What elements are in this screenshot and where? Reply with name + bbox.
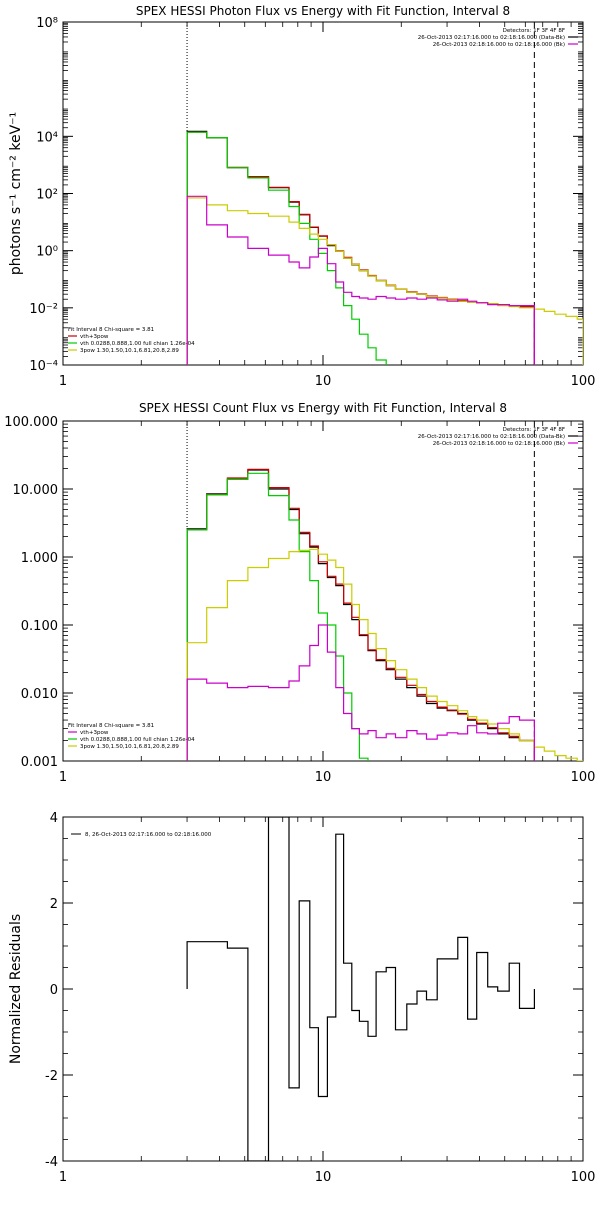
fit-legend-header: Fit Interval 8 Chi-square = 3.81 [68, 723, 154, 729]
chart-title: SPEX HESSI Count Flux vs Energy with Fit… [139, 401, 507, 415]
x-tick-label: 10 [315, 1170, 332, 1185]
y-tick-label: 10² [36, 188, 58, 203]
y-tick-label: 10⁻² [29, 302, 58, 317]
y-tick-label: 10⁴ [36, 130, 58, 145]
y-tick-label: 10.000 [13, 483, 59, 498]
x-tick-label: 1 [59, 770, 67, 785]
fit-legend-line-1: vth 0.0288,0.888,1.00 full chian 1.26e-0… [80, 737, 195, 743]
legend-line-2: 26-Oct-2013 02:18:16.000 to 02:18:16.000… [433, 441, 565, 447]
fit-legend-line-0: vth+3pow [80, 334, 109, 340]
series-residuals [186, 817, 535, 1161]
y-tick-label: 2 [50, 897, 58, 912]
y-tick-label: 4 [50, 811, 58, 826]
fit-legend-header: Fit Interval 8 Chi-square = 3.81 [68, 327, 154, 333]
y-axis-label: Normalized Residuals [8, 914, 24, 1064]
y-tick-label: 1.000 [21, 551, 58, 566]
series-vth-3pow [186, 131, 535, 365]
y-tick-label: 0.100 [21, 619, 58, 634]
series-3pow [186, 548, 583, 761]
y-tick-label: -2 [45, 1069, 58, 1084]
x-tick-label: 10 [315, 374, 332, 389]
series-3pow [186, 197, 583, 365]
series-vth-3pow [186, 468, 535, 761]
legend-line-1: 26-Oct-2013 02:17:16.000 to 02:18:16.000… [418, 434, 565, 440]
chart-resid: 1 10 100 -4 -2 0 2 4 Normalized Residuals 8, 26-O… [8, 811, 595, 1185]
y-tick-label: -4 [45, 1155, 58, 1170]
legend-line-1: 26-Oct-2013 02:17:16.000 to 02:18:16.000… [418, 35, 565, 41]
chart-title: SPEX HESSI Photon Flux vs Energy with Fi… [136, 4, 510, 18]
legend-interval-label: 8, 26-Oct-2013 02:17:16.000 to 02:18:16.… [85, 832, 212, 838]
series-data [186, 469, 535, 761]
series-background [186, 195, 535, 365]
y-tick-label: 10⁻⁴ [29, 359, 58, 374]
x-tick-label: 100 [571, 770, 596, 785]
legend-line-2: 26-Oct-2013 02:18:16.000 to 02:18:16.000… [433, 42, 565, 48]
y-tick-label: 0.001 [21, 755, 58, 770]
x-tick-label: 1 [59, 1170, 67, 1185]
series-vth [186, 131, 387, 365]
fit-legend-line-2: 3pow 1.30,1.50,10.1,6.81,20.8,2.89 [80, 744, 179, 750]
y-axis-label: photons s⁻¹ cm⁻² keV⁻¹ [8, 112, 24, 275]
x-tick-label: 1 [59, 374, 67, 389]
y-tick-label: 100.000 [4, 415, 58, 430]
axis-frame [62, 420, 584, 762]
fit-legend-line-0: vth+3pow [80, 730, 109, 736]
y-tick-label: 10⁸ [36, 16, 58, 31]
fit-legend-line-1: vth 0.0288,0.888,1.00 full chian 1.26e-0… [80, 341, 195, 347]
x-tick-label: 10 [315, 770, 332, 785]
chart-count: SPEX HESSI Count Flux vs Energy with Fit… [4, 401, 595, 785]
x-tick-label: 100 [571, 374, 596, 389]
y-tick-label: 0.010 [21, 687, 58, 702]
y-tick-label: 10⁰ [36, 245, 58, 260]
x-tick-label: 100 [571, 1170, 596, 1185]
chart-photon: SPEX HESSI Photon Flux vs Energy with Fi… [8, 4, 595, 389]
series-background [186, 624, 535, 761]
series-vth [186, 472, 369, 761]
axis-frame [62, 21, 584, 366]
legend-line-0: Detectors: 1F 3F 4F 8F [503, 427, 565, 433]
legend-line-0: Detectors: 1F 3F 4F 8F [503, 28, 565, 34]
axis-frame [62, 816, 584, 1162]
fit-legend-line-2: 3pow 1.30,1.50,10.1,6.81,20.8,2.89 [80, 348, 179, 354]
y-tick-label: 0 [50, 983, 58, 998]
